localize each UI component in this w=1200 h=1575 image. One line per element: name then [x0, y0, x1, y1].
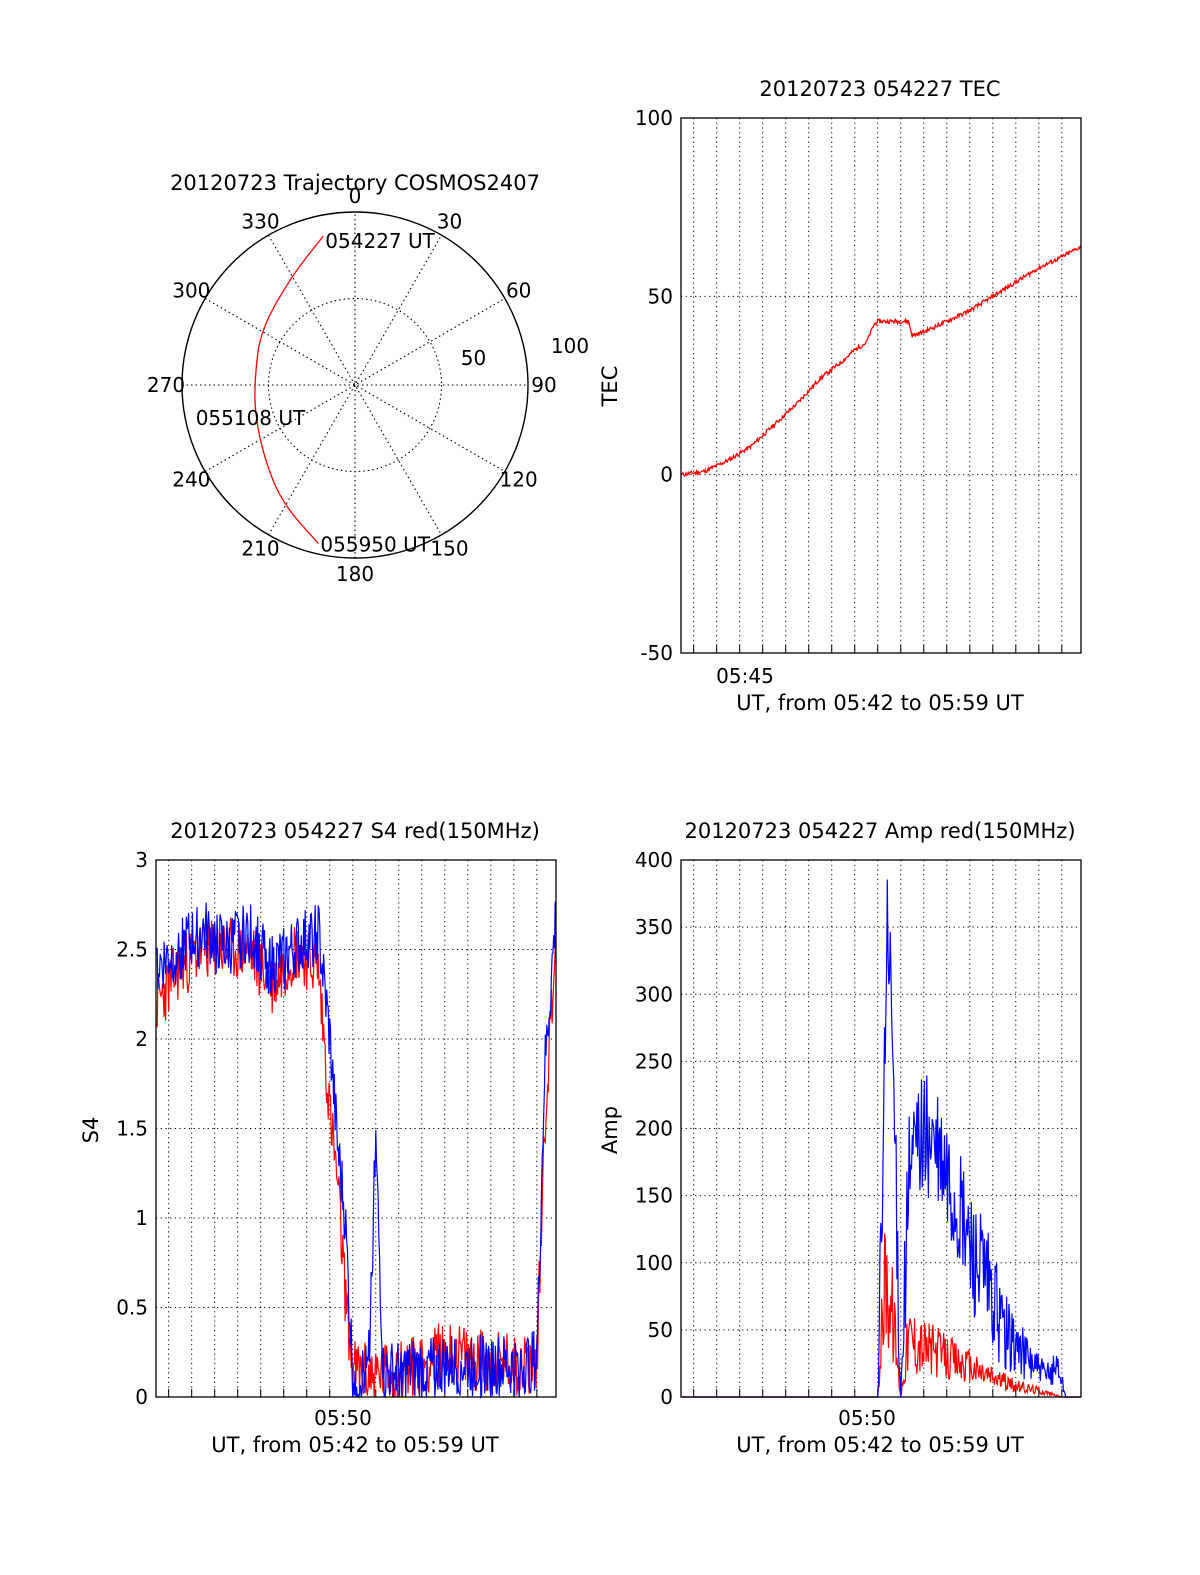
polar-chart: 20120723 Trajectory COSMOS2407 0 30 60 90 12… — [147, 171, 589, 586]
y-tick-label: -50 — [640, 641, 673, 665]
polar-angle-label: 240 — [172, 468, 210, 492]
time-label-end: 055950 UT — [320, 533, 430, 557]
s4-grid — [156, 860, 556, 1397]
polar-angle-label: 210 — [241, 537, 279, 561]
y-tick-label: 2 — [135, 1027, 148, 1051]
y-tick-label: 50 — [648, 1318, 673, 1342]
s4-xlabel: UT, from 05:42 to 05:59 UT — [211, 1433, 499, 1457]
amp-y-ticks: 0 50 100 150 200 250 300 350 400 — [635, 848, 673, 1409]
y-tick-label: 200 — [635, 1117, 673, 1141]
y-tick-label: 0 — [660, 463, 673, 487]
y-tick-label: 3 — [135, 848, 148, 872]
polar-angle-label: 30 — [437, 209, 462, 233]
y-tick-label: 150 — [635, 1184, 673, 1208]
polar-spoke — [204, 298, 506, 472]
tec-x-tick: 05:45 — [716, 664, 774, 688]
polar-angle-label: 120 — [500, 468, 538, 492]
tec-ylabel: TEC — [598, 366, 622, 408]
y-tick-label: 300 — [635, 982, 673, 1006]
amp-frame — [680, 859, 1082, 1398]
tec-frame — [680, 117, 1082, 654]
tec-y-ticks: -50 0 50 100 — [635, 106, 673, 665]
y-tick-label: 50 — [648, 284, 673, 308]
polar-grid — [181, 211, 529, 559]
time-label-start: 054227 UT — [325, 229, 435, 253]
amp-chart: 20120723 054227 Amp red(150MHz) 0 50 100 15… — [598, 819, 1082, 1457]
tec-grid — [681, 118, 1081, 653]
polar-angle-label: 330 — [241, 209, 279, 233]
y-tick-label: 2.5 — [116, 938, 148, 962]
s4-series-red — [156, 917, 557, 1398]
y-tick-label: 100 — [635, 106, 673, 130]
s4-y-ticks: 0 0.5 1 1.5 2 2.5 3 — [116, 848, 148, 1409]
polar-radial-label: 50 — [461, 346, 486, 370]
polar-radial-label: 100 — [551, 334, 589, 358]
polar-angle-labels: 0 30 60 90 120 150 180 210 240 270 300 330 — [147, 184, 557, 586]
s4-title: 20120723 054227 S4 red(150MHz) — [170, 819, 540, 843]
s4-frame — [155, 859, 557, 1398]
tec-title: 20120723 054227 TEC — [759, 77, 1000, 101]
tec-xlabel: UT, from 05:42 to 05:59 UT — [736, 691, 1024, 715]
y-tick-label: 1 — [135, 1206, 148, 1230]
polar-spoke — [268, 234, 442, 536]
polar-angle-label: 60 — [506, 279, 531, 303]
s4-ylabel: S4 — [79, 1117, 103, 1144]
polar-radial-labels: 50 100 — [461, 334, 589, 370]
y-tick-label: 0 — [660, 1385, 673, 1409]
amp-x-tick: 05:50 — [838, 1406, 896, 1430]
tec-chart: 20120723 054227 TEC -50 0 50 100 05:45 UT, … — [598, 77, 1082, 715]
trajectory-line — [254, 235, 324, 544]
y-tick-label: 350 — [635, 915, 673, 939]
y-tick-label: 400 — [635, 848, 673, 872]
polar-angle-label: 270 — [147, 373, 185, 397]
amp-xlabel: UT, from 05:42 to 05:59 UT — [736, 1433, 1024, 1457]
y-tick-label: 0.5 — [116, 1296, 148, 1320]
y-tick-label: 250 — [635, 1049, 673, 1073]
polar-spoke — [268, 234, 442, 536]
polar-angle-label: 300 — [172, 279, 210, 303]
s4-series-blue — [156, 901, 557, 1400]
s4-chart: 20120723 054227 S4 red(150MHz) 0 0.5 1 1.5 2… — [79, 819, 557, 1457]
s4-x-tick: 05:50 — [314, 1406, 372, 1430]
polar-angle-label: 180 — [336, 562, 374, 586]
time-label-mid: 055108 UT — [196, 406, 306, 430]
polar-title: 20120723 Trajectory COSMOS2407 — [170, 171, 540, 195]
polar-inner-ring — [267, 297, 443, 473]
polar-angle-label: 90 — [531, 373, 556, 397]
polar-outer-ring — [181, 211, 529, 559]
y-tick-label: 1.5 — [116, 1117, 148, 1141]
polar-angle-label: 150 — [430, 537, 468, 561]
amp-title: 20120723 054227 Amp red(150MHz) — [684, 819, 1075, 843]
polar-angle-label: 0 — [349, 184, 362, 208]
amp-ylabel: Amp — [598, 1106, 622, 1154]
tec-series-red — [681, 245, 1082, 477]
y-tick-label: 100 — [635, 1251, 673, 1275]
y-tick-label: 0 — [135, 1385, 148, 1409]
amp-grid — [681, 860, 1081, 1397]
polar-spoke — [204, 298, 506, 472]
